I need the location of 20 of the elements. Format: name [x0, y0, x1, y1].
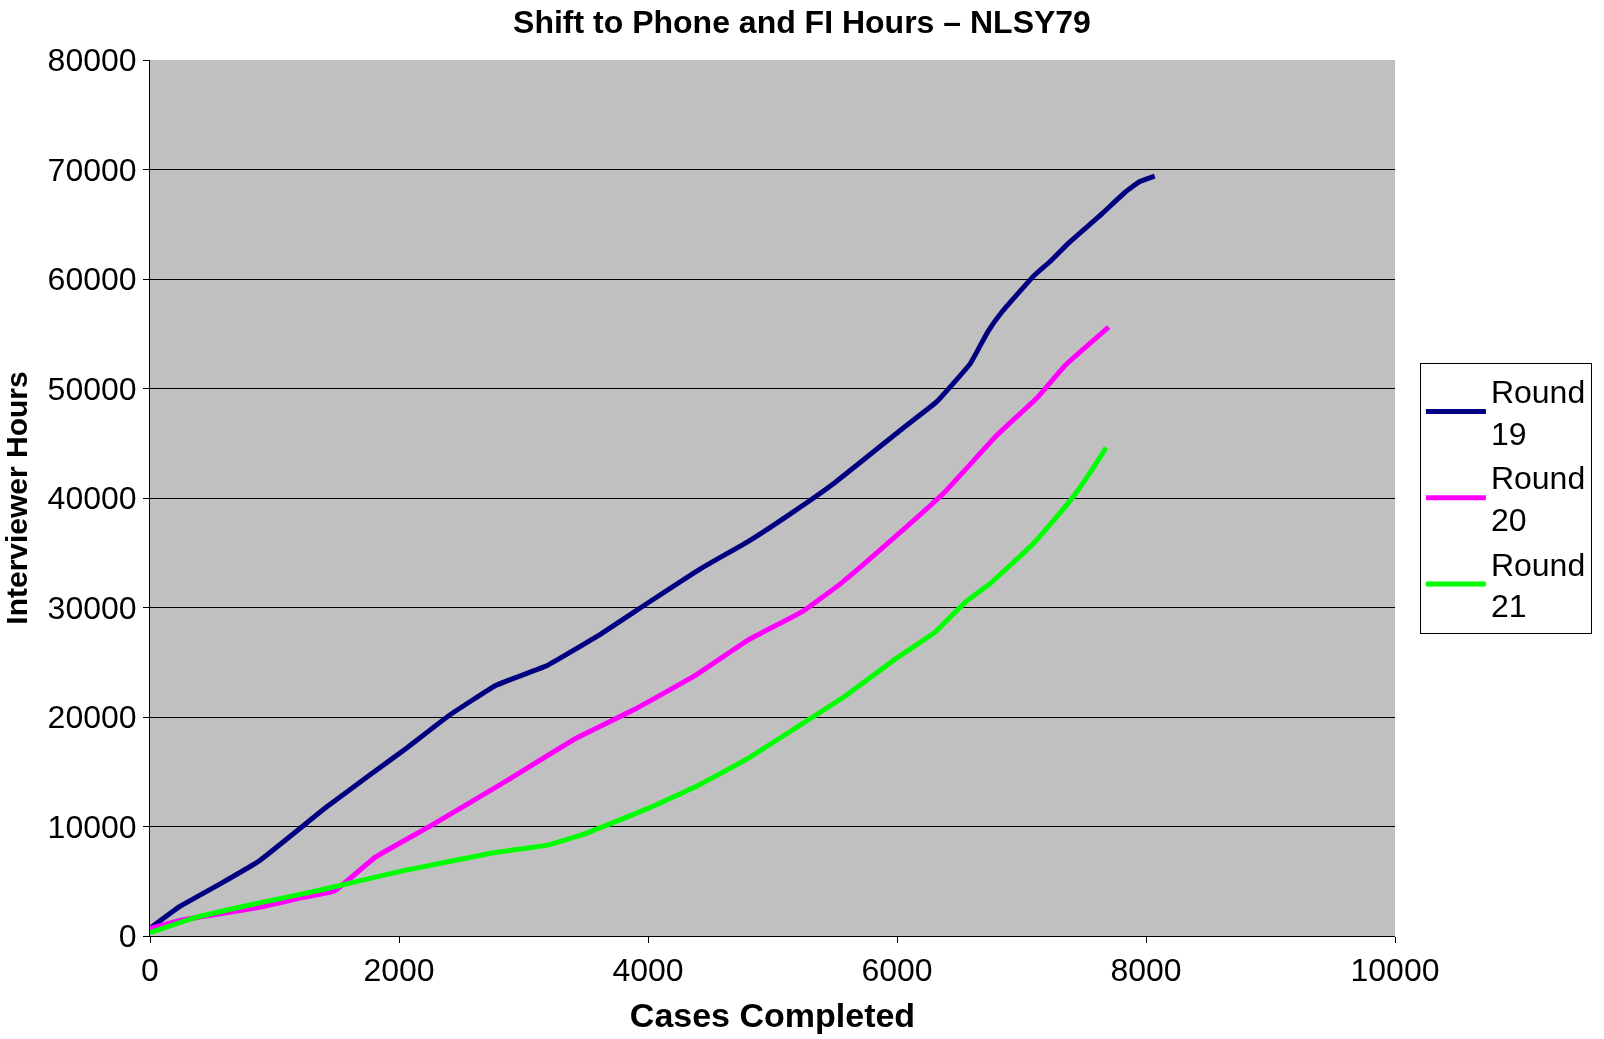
x-tick-label: 6000 [861, 952, 933, 989]
chart-title: Shift to Phone and FI Hours – NLSY79 [513, 3, 1091, 40]
legend-label: Round 19 [1490, 374, 1586, 452]
x-tick-label: 2000 [363, 952, 435, 989]
x-tick-label: 4000 [612, 952, 684, 989]
y-tick-label: 70000 [47, 151, 137, 188]
y-tick-label: 0 [118, 918, 137, 955]
y-tick-label: 40000 [47, 480, 137, 517]
x-axis-title: Cases Completed [629, 995, 916, 1034]
x-tick-label: 10000 [1350, 952, 1440, 989]
y-tick-label: 20000 [47, 699, 137, 736]
y-tick-label: 10000 [47, 808, 137, 845]
x-tick-label: 8000 [1110, 952, 1182, 989]
legend-label: Round 20 [1490, 460, 1586, 539]
y-tick-label: 60000 [47, 261, 137, 298]
y-axis-title: Interviewer Hours [0, 371, 33, 625]
y-tick-label: 30000 [47, 589, 137, 626]
legend-label: Round 21 [1490, 546, 1586, 625]
y-tick-label: 50000 [47, 370, 137, 407]
y-tick-label: 80000 [47, 42, 137, 79]
